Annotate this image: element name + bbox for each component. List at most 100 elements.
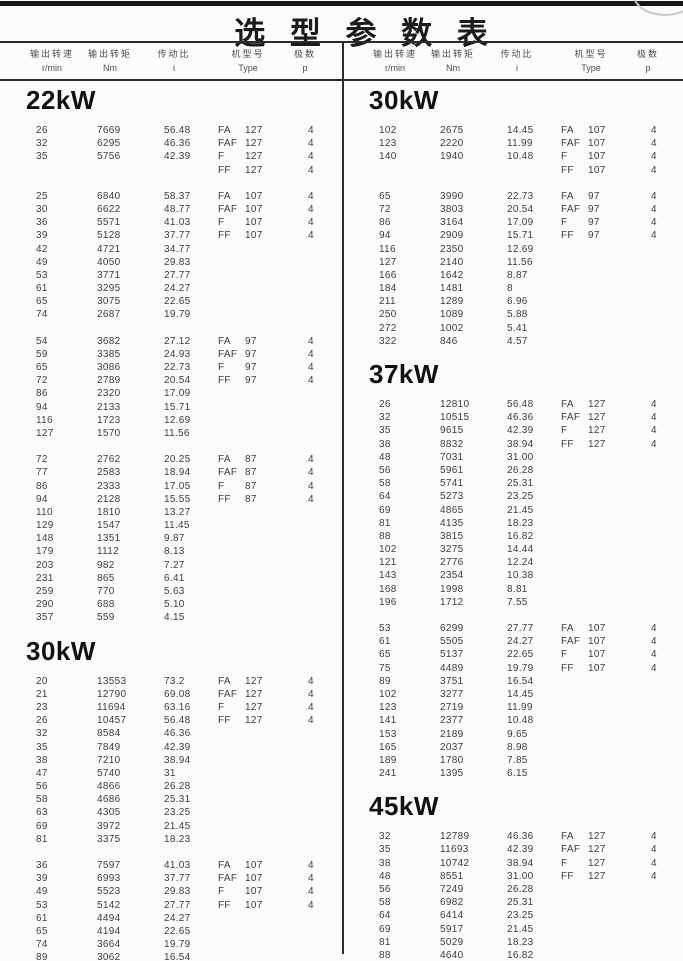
- cell-type-size: 107: [588, 125, 606, 136]
- cell-speed: 89: [36, 952, 48, 961]
- cell-type-size: 107: [588, 138, 606, 150]
- cell-speed: 35: [36, 151, 48, 163]
- cell-type-letters: FF: [218, 899, 231, 911]
- table-row: 72 2789 20.54 FF 97 4: [0, 374, 341, 387]
- cell-poles: 4: [651, 138, 657, 150]
- cell-type-size: 107: [588, 623, 606, 634]
- cell-type-letters: F: [561, 649, 568, 661]
- cell-torque: 1723: [97, 414, 121, 426]
- table-row: 48 7031 31.00: [343, 451, 683, 464]
- cell-poles: 4: [651, 164, 657, 176]
- section-title: 37kW: [369, 359, 439, 389]
- cell-speed: 53: [36, 899, 48, 911]
- cell-poles: 4: [308, 375, 314, 387]
- table-row: 259 770 5.63: [0, 585, 341, 598]
- table-row: 88 4640 16.82: [343, 949, 683, 961]
- cell-type-letters: FAF: [218, 348, 238, 360]
- cell-torque: 12810: [440, 399, 470, 410]
- table-row: 39 5128 37.77 FF 107 4: [0, 229, 341, 242]
- cell-speed: 231: [36, 572, 54, 584]
- cell-ratio: 27.12: [164, 335, 191, 347]
- cell-torque: 1642: [440, 269, 464, 281]
- cell-speed: 47: [36, 767, 48, 779]
- cell-ratio: 69.08: [164, 688, 191, 700]
- cell-poles: 4: [308, 480, 314, 492]
- cell-ratio: 24.27: [164, 912, 191, 924]
- table-row: 86 2333 17.05 F 87 4: [0, 480, 341, 493]
- cell-speed: 38: [379, 438, 391, 450]
- table-row: 32 6295 46.36 FAF 127 4: [0, 137, 341, 150]
- cell-torque: 12789: [440, 831, 470, 843]
- cell-ratio: 16.82: [507, 530, 534, 542]
- table-row: 56 5961 26.28: [343, 464, 683, 477]
- cell-ratio: 42.39: [507, 425, 534, 437]
- cell-speed: 65: [36, 925, 48, 937]
- cell-ratio: 56.48: [164, 715, 191, 727]
- cell-torque: 1570: [97, 427, 121, 439]
- cell-ratio: 38.94: [507, 857, 534, 869]
- cell-poles: 4: [651, 230, 657, 242]
- cell-torque: 2354: [440, 570, 464, 582]
- cell-speed: 102: [379, 544, 397, 556]
- table-row: 53 5142 27.77 FF 107 4: [0, 899, 341, 912]
- cell-type-letters: FA: [218, 335, 231, 347]
- table-row: 61 4494 24.27: [0, 912, 341, 925]
- cell-speed: 69: [36, 820, 48, 832]
- cell-poles: 4: [308, 873, 314, 885]
- cell-speed: 56: [379, 884, 391, 895]
- cell-type-letters: F: [218, 362, 225, 373]
- header-label: 输出转矩: [87, 49, 132, 59]
- cell-ratio: 21.45: [507, 923, 534, 935]
- cell-speed: 184: [379, 283, 397, 295]
- cell-type-letters: FA: [561, 623, 574, 634]
- header-ratio: 传动比 i: [139, 47, 209, 73]
- cell-torque: 1112: [97, 546, 119, 558]
- center-divider-line: [342, 42, 344, 954]
- cell-torque: 1002: [440, 322, 464, 334]
- cell-ratio: 42.39: [507, 844, 534, 856]
- cell-torque: 8584: [97, 728, 121, 740]
- cell-ratio: 7.85: [507, 754, 528, 766]
- table-row: 148 1351 9.87: [0, 532, 341, 545]
- cell-ratio: 46.36: [164, 138, 191, 150]
- cell-speed: 35: [36, 741, 48, 753]
- cell-ratio: 23.25: [164, 807, 191, 819]
- cell-torque: 5740: [97, 767, 121, 779]
- cell-type-size: 127: [588, 425, 606, 437]
- cell-torque: 865: [97, 572, 115, 584]
- cell-torque: 4305: [97, 807, 121, 819]
- cell-torque: 3803: [440, 203, 464, 215]
- cell-poles: 4: [651, 190, 657, 202]
- table-row: 196 1712 7.55: [343, 596, 683, 609]
- cell-speed: 38: [36, 754, 48, 766]
- cell-torque: 1998: [440, 583, 464, 595]
- cell-ratio: 56.48: [507, 399, 534, 410]
- cell-torque: 6295: [97, 138, 121, 150]
- cell-poles: 4: [308, 701, 314, 713]
- cell-ratio: 24.27: [164, 283, 191, 295]
- cell-type-size: 127: [245, 151, 263, 163]
- cell-poles: 4: [651, 636, 657, 648]
- cell-ratio: 42.39: [164, 741, 191, 753]
- cell-ratio: 38.94: [164, 754, 191, 766]
- header-unit: r/min: [42, 63, 62, 73]
- cell-ratio: 26.28: [164, 781, 191, 793]
- cell-torque: 1481: [440, 283, 464, 295]
- cell-ratio: 8.13: [164, 546, 185, 558]
- cell-torque: 11694: [97, 701, 126, 713]
- cell-torque: 559: [97, 612, 115, 624]
- table-row: 189 1780 7.85: [343, 754, 683, 767]
- cell-torque: 2719: [440, 702, 464, 714]
- cell-torque: 7249: [440, 884, 464, 895]
- table-row: 32 12789 46.36 FA 127 4: [343, 830, 683, 843]
- cell-torque: 3375: [97, 833, 121, 845]
- cell-ratio: 11.56: [164, 427, 190, 439]
- cell-ratio: 41.03: [164, 217, 191, 229]
- cell-type-letters: F: [218, 151, 225, 163]
- cell-poles: 4: [308, 362, 314, 373]
- table-row: 35 7849 42.39: [0, 741, 341, 754]
- cell-torque: 4686: [97, 794, 121, 806]
- cell-ratio: 22.65: [507, 649, 534, 661]
- data-column-right: 30kW 102 2675 14.45 FA 107 4 123 2220 11.99 FAF 107…: [343, 81, 683, 961]
- cell-type-size: 107: [245, 203, 263, 215]
